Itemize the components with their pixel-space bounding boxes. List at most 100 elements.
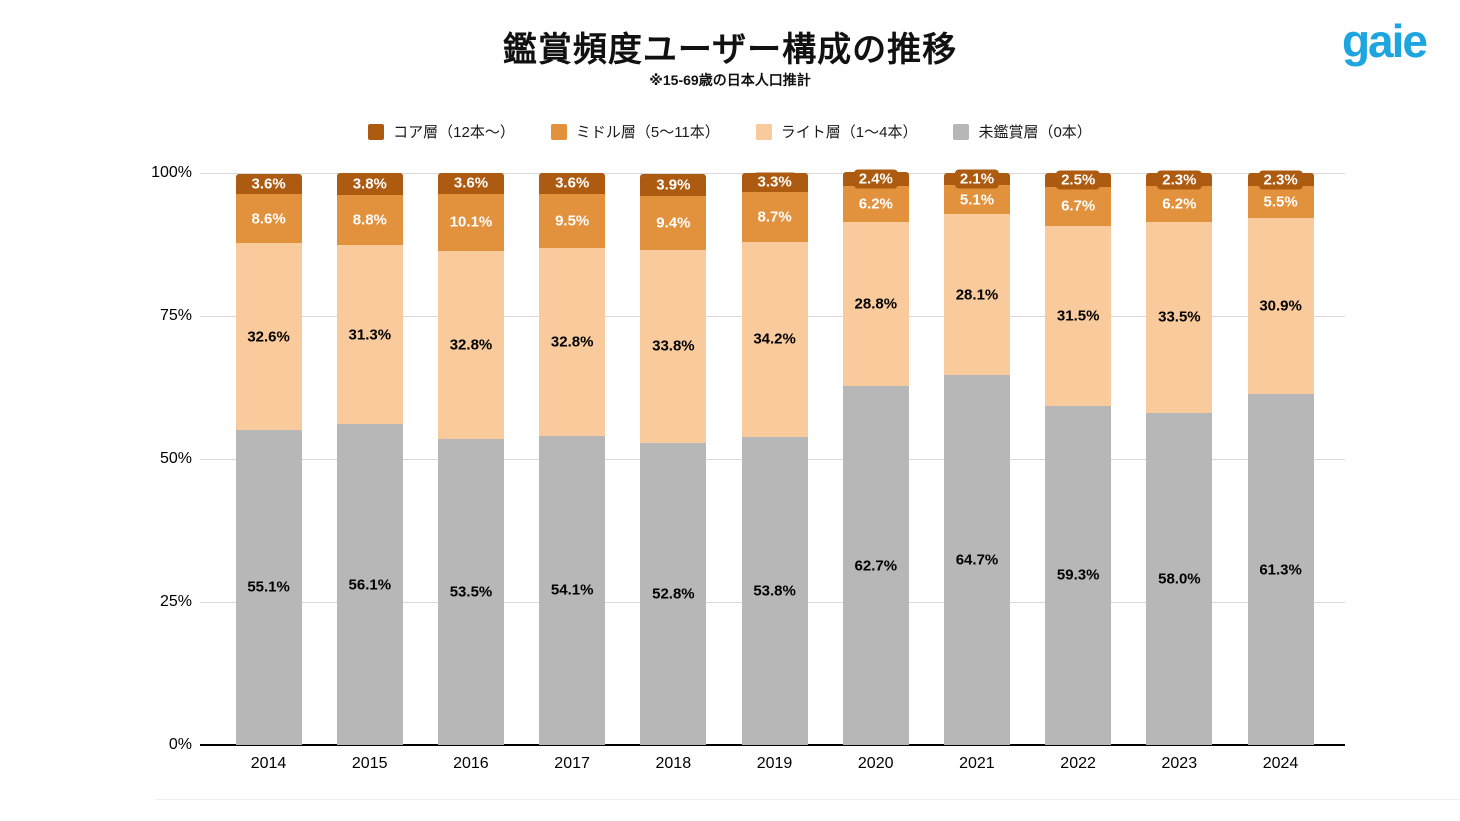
bar-segment-middle-2023: 6.2% (1146, 186, 1213, 222)
y-axis-tick-50%: 50% (159, 450, 192, 467)
bottom-divider (155, 799, 1460, 800)
bar-segment-core-2016: 3.6% (438, 173, 504, 194)
page-subtitle: ※15-69歳の日本人口推計 (649, 72, 811, 88)
bar-label-unwatched-2021: 64.7% (955, 551, 999, 569)
x-axis-tick-2016: 2016 (453, 755, 489, 772)
bar-label-unwatched-2024: 61.3% (1259, 561, 1302, 579)
bar-segment-unwatched-2023: 58.0% (1146, 413, 1213, 745)
bar-label-unwatched-2020: 62.7% (854, 557, 898, 575)
bar-segment-core-2014: 3.6% (235, 173, 302, 195)
bar-label-core-2019: 3.3% (752, 172, 797, 192)
bar-label-middle-2016: 10.1% (449, 213, 493, 231)
bar-segment-middle-2019: 8.7% (741, 191, 808, 242)
bar-segment-core-2019: 3.3% (741, 172, 808, 192)
bar-label-middle-2024: 5.5% (1263, 193, 1298, 211)
x-axis-tick-2021: 2021 (959, 755, 995, 772)
bar-segment-core-2022: 2.5% (1045, 170, 1112, 190)
bar-label-light-2018: 33.8% (652, 337, 695, 355)
bar-segment-light-2016: 32.8% (438, 251, 504, 439)
x-axis-tick-2023: 2023 (1161, 755, 1198, 772)
bar-label-middle-2017: 9.5% (555, 212, 590, 230)
bar-label-light-2015: 31.3% (348, 326, 392, 344)
legend-swatch-core (368, 123, 385, 140)
bar-segment-unwatched-2019: 53.8% (741, 437, 808, 745)
chart-legend: コア層（12本〜） ミドル層（5〜11本） ライト層（1〜4本） 未鑑賞層（0本） (0, 121, 1460, 142)
y-axis-tick-0%: 0% (168, 736, 192, 753)
x-axis-tick-2024: 2024 (1262, 755, 1299, 772)
x-axis-tick-2014: 2014 (250, 755, 287, 772)
bar-label-light-2017: 32.8% (550, 333, 594, 351)
bar-label-core-2021: 2.1% (954, 169, 1000, 189)
bar-segment-middle-2017: 9.5% (539, 193, 606, 248)
bar-label-unwatched-2019: 53.8% (753, 582, 796, 600)
bar-segment-core-2015: 3.8% (336, 173, 403, 195)
x-axis-tick-2022: 2022 (1060, 755, 1096, 772)
bar-segment-light-2023: 33.5% (1146, 221, 1213, 414)
bar-label-middle-2015: 8.8% (352, 211, 387, 229)
gaie-logo: gaie (1341, 15, 1428, 67)
x-axis-tick-2020: 2020 (857, 755, 894, 772)
bar-segment-light-2021: 28.1% (944, 214, 1010, 375)
bar-segment-middle-2022: 6.7% (1045, 187, 1112, 226)
bar-label-unwatched-2014: 55.1% (247, 578, 290, 596)
x-axis-tick-2018: 2018 (655, 755, 692, 772)
legend-swatch-middle (550, 123, 567, 140)
bar-label-middle-2014: 8.6% (251, 210, 286, 228)
bar-segment-unwatched-2020: 62.7% (842, 386, 909, 745)
legend-label-unwatched: 未鑑賞層（0本） (978, 124, 1092, 141)
y-axis-tick-100%: 100% (151, 164, 192, 181)
bar-segment-core-2023: 2.3% (1146, 170, 1213, 190)
bar-segment-middle-2020: 6.2% (842, 186, 909, 222)
bar-segment-core-2017: 3.6% (539, 173, 606, 194)
legend-item-core: コア層（12本〜） (368, 121, 515, 142)
bar-segment-core-2021: 2.1% (944, 169, 1010, 189)
bar-label-unwatched-2015: 56.1% (348, 576, 392, 594)
bar-label-core-2016: 3.6% (448, 173, 494, 193)
bar-label-light-2024: 30.9% (1259, 297, 1302, 315)
bar-segment-unwatched-2024: 61.3% (1247, 394, 1314, 745)
bar-label-unwatched-2023: 58.0% (1158, 570, 1201, 588)
y-axis-tick-75%: 75% (159, 307, 192, 324)
bar-segment-light-2024: 30.9% (1247, 217, 1314, 395)
bar-label-light-2022: 31.5% (1056, 307, 1100, 325)
legend-item-unwatched: 未鑑賞層（0本） (953, 121, 1092, 142)
bar-segment-core-2024: 2.3% (1247, 170, 1314, 190)
bar-segment-middle-2015: 8.8% (336, 194, 403, 246)
x-axis-line (200, 744, 1345, 746)
bar-label-light-2014: 32.6% (247, 328, 290, 346)
bar-label-middle-2023: 6.2% (1162, 195, 1197, 213)
bar-label-unwatched-2018: 52.8% (652, 585, 695, 603)
bar-segment-core-2020: 2.4% (842, 169, 909, 189)
bar-segment-light-2018: 33.8% (640, 249, 707, 443)
bar-segment-light-2015: 31.3% (336, 245, 403, 425)
bar-segment-middle-2024: 5.5% (1247, 186, 1314, 218)
bar-segment-middle-2021: 5.1% (944, 185, 1010, 215)
bar-label-core-2017: 3.6% (550, 173, 595, 193)
legend-item-light: ライト層（1〜4本） (755, 121, 918, 142)
bar-label-light-2016: 32.8% (449, 336, 493, 354)
bar-label-middle-2022: 6.7% (1061, 197, 1096, 215)
bar-label-unwatched-2022: 59.3% (1056, 566, 1100, 584)
bar-label-light-2021: 28.1% (955, 286, 999, 304)
bar-segment-unwatched-2015: 56.1% (336, 424, 403, 745)
bar-label-unwatched-2017: 54.1% (550, 581, 594, 599)
legend-swatch-unwatched (953, 123, 970, 140)
bar-segment-light-2014: 32.6% (235, 243, 302, 430)
x-axis-tick-2017: 2017 (554, 755, 590, 772)
bar-segment-middle-2016: 10.1% (438, 193, 504, 252)
bar-label-middle-2021: 5.1% (959, 191, 995, 209)
bar-label-light-2023: 33.5% (1158, 308, 1201, 326)
legend-label-light: ライト層（1〜4本） (780, 124, 918, 141)
legend-label-middle: ミドル層（5〜11本） (575, 124, 720, 141)
bar-label-middle-2020: 6.2% (858, 195, 893, 213)
bar-segment-middle-2014: 8.6% (235, 194, 302, 244)
bar-label-core-2023: 2.3% (1157, 170, 1202, 190)
x-axis-tick-2015: 2015 (351, 755, 388, 772)
bar-segment-light-2017: 32.8% (539, 247, 606, 436)
bar-label-core-2020: 2.4% (853, 169, 898, 189)
bar-segment-unwatched-2016: 53.5% (438, 438, 504, 745)
bar-label-core-2015: 3.8% (347, 174, 392, 194)
bar-label-core-2024: 2.3% (1258, 170, 1303, 190)
legend-label-core: コア層（12本〜） (393, 124, 515, 141)
